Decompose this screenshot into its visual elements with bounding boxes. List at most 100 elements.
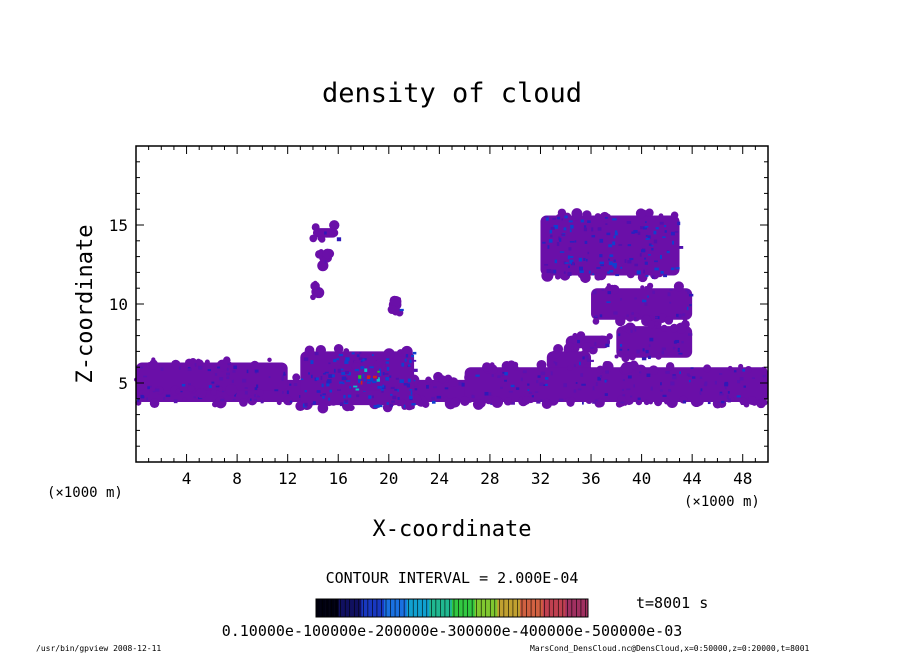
cloud-speck (721, 400, 725, 404)
cloud-edge (195, 358, 202, 365)
cloud-speck (670, 381, 675, 386)
cloud-speck (395, 377, 399, 380)
cloud-speck (707, 401, 711, 405)
cloud-edge (142, 388, 150, 396)
colorbar-cell (397, 599, 403, 617)
cloud-edge (383, 348, 395, 360)
cloud-speck (233, 365, 237, 370)
cloud-speck (139, 366, 143, 369)
cloud-speck (597, 376, 602, 381)
cloud-speck (545, 216, 549, 221)
cloud-right-lower (460, 359, 768, 410)
cloud-speck (592, 290, 597, 295)
cloud-speck (504, 372, 508, 376)
cloud-edge (223, 356, 231, 364)
cloud-speck (583, 227, 588, 232)
cloud-speck (655, 316, 658, 319)
colorbar-cell (329, 599, 335, 617)
cloud-speck (324, 371, 329, 374)
cloud-speck (546, 269, 551, 273)
cloud-speck (626, 220, 632, 224)
cloud-speck (336, 237, 342, 242)
cloud-edge (409, 404, 415, 410)
colorbar-cell (420, 599, 426, 617)
cloud-speck (627, 348, 630, 351)
cloud-speck (751, 377, 755, 379)
cloud-speck (361, 358, 365, 362)
cloud-speck (282, 391, 284, 394)
cloud-speck (322, 396, 325, 399)
cloud-edge (594, 213, 602, 220)
cloud-edge (149, 398, 160, 408)
cloud-speck (389, 375, 392, 378)
cloud-speck (594, 315, 599, 318)
cloud-speck (522, 370, 527, 374)
cloud-speck (544, 263, 549, 266)
cloud-speck (347, 394, 352, 398)
cloud-speck (613, 266, 617, 269)
cloud-speck (314, 351, 319, 356)
cloud-speck (608, 258, 610, 261)
cloud-edge (572, 332, 578, 339)
cloud-speck (677, 221, 681, 226)
cloud-speck (399, 379, 404, 384)
cloud-speck (678, 352, 683, 355)
cloud-edge (318, 235, 326, 243)
cloud-speck (366, 375, 371, 380)
cloud-small-patch-4 (387, 295, 404, 317)
cloud-speck (648, 243, 652, 246)
cloud-edge (592, 317, 600, 325)
cloud-speck (651, 247, 654, 251)
cloud-edge (637, 272, 648, 283)
cloud-speck (324, 231, 327, 235)
cloud-speck (567, 265, 570, 269)
cloud-speck (316, 377, 319, 381)
cloud-speck (621, 388, 624, 391)
cloud-speck (569, 256, 574, 258)
cloud-speck (412, 351, 417, 355)
cloud-speck (641, 357, 647, 361)
cloud-edge (295, 401, 306, 412)
cloud-edge (664, 316, 674, 325)
cloud-speck (630, 395, 633, 398)
cloud-speck (508, 390, 513, 393)
cloud-speck (548, 239, 553, 243)
cloud-speck (377, 370, 380, 373)
colorbar-cell (429, 599, 435, 617)
colorbar-frame (315, 598, 589, 618)
cloud-speck (588, 270, 591, 274)
cloud-speck (351, 352, 355, 355)
colorbar-cell (338, 599, 344, 617)
cloud-edge (390, 295, 402, 308)
colorbar-cell (578, 599, 584, 617)
colorbar-cell (492, 599, 498, 617)
cloud-speck (639, 371, 642, 374)
cloud-speck (604, 216, 608, 219)
cloud-speck (646, 373, 651, 377)
cloud-speck (637, 397, 641, 401)
cloud-speck (345, 357, 350, 362)
cloud-edge (401, 345, 413, 358)
colorbar-cell (533, 599, 539, 617)
cloud-edge (333, 343, 344, 354)
cloud-speck (686, 306, 689, 311)
cloud-speck (577, 388, 582, 391)
cloud-speck (645, 275, 649, 277)
cloud-speck (733, 370, 737, 373)
cloud-speck (627, 260, 632, 264)
cloud-speck (363, 358, 367, 361)
cloud-speck (607, 291, 612, 295)
cloud-speck (651, 275, 655, 279)
cloud-speck (536, 400, 541, 404)
cloud-speck (644, 302, 648, 306)
cloud-edge (426, 378, 433, 385)
cloud-speck (605, 343, 610, 348)
cloud-edge (761, 399, 768, 406)
cloud-speck (743, 385, 746, 388)
y-tick-label: 5 (118, 374, 128, 393)
cloud-speck (652, 290, 655, 294)
colorbar-cell (474, 599, 480, 617)
cloud-speck (569, 259, 574, 264)
colorbar-cell (393, 599, 398, 617)
